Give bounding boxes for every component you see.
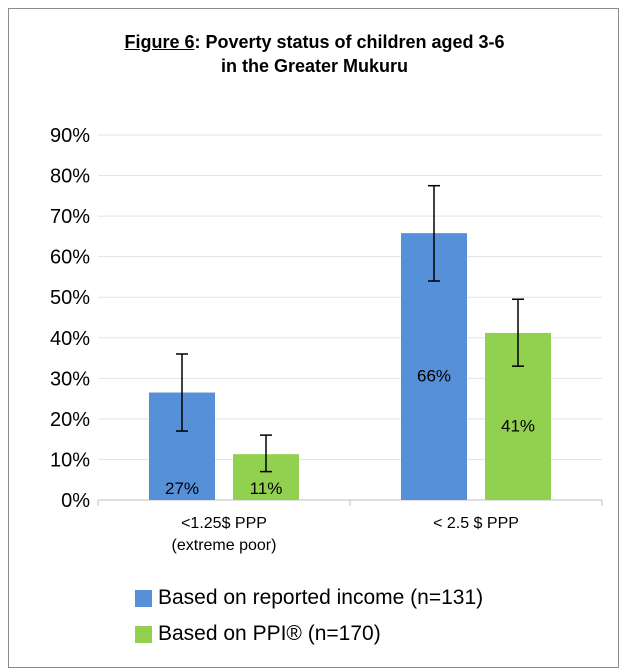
chart-title-main: : Poverty status of children aged 3-6 xyxy=(194,32,505,52)
legend-item-income: Based on reported income (n=131) xyxy=(135,580,483,616)
data-label: 11% xyxy=(250,479,283,498)
y-tick-label: 30% xyxy=(50,368,90,390)
y-tick-label: 70% xyxy=(50,206,90,228)
legend-label-income: Based on reported income (n=131) xyxy=(158,586,484,609)
y-tick-label: 50% xyxy=(50,287,90,309)
y-tick-label: 20% xyxy=(50,409,90,431)
data-label: 66% xyxy=(417,367,451,386)
legend-label-ppi: Based on PPI® (n=170) xyxy=(158,622,381,645)
y-tick-label: 10% xyxy=(50,449,90,471)
legend-swatch-income xyxy=(135,589,152,607)
bar-chart: 0% 10% 20% 30% 40% 50% 60% 70% 80% 90% 27% 11% <1.25… xyxy=(50,125,603,554)
y-tick-label: 40% xyxy=(50,328,90,350)
legend-swatch-ppi xyxy=(135,625,152,643)
chart-title-line2: in the Greater Mukuru xyxy=(220,56,409,76)
x-tick-label: < 2.5 $ PPP xyxy=(433,515,519,532)
chart-legend: Based on reported income (n=131) Based o… xyxy=(135,580,483,652)
legend-item-ppi: Based on PPI® (n=170) xyxy=(135,616,483,652)
y-tick-label: 80% xyxy=(50,166,90,188)
y-tick-label: 0% xyxy=(61,490,90,512)
chart-title-figure-number: Figure 6 xyxy=(124,32,195,52)
y-tick-label: 60% xyxy=(50,247,90,269)
y-tick-label: 90% xyxy=(50,125,90,147)
chart-title: Figure 6: Poverty status of children age… xyxy=(0,30,629,78)
data-label: 27% xyxy=(165,479,199,498)
x-tick-label: <1.25$ PPP xyxy=(181,515,267,532)
data-label: 41% xyxy=(501,416,535,435)
x-tick-label: (extreme poor) xyxy=(172,537,277,554)
